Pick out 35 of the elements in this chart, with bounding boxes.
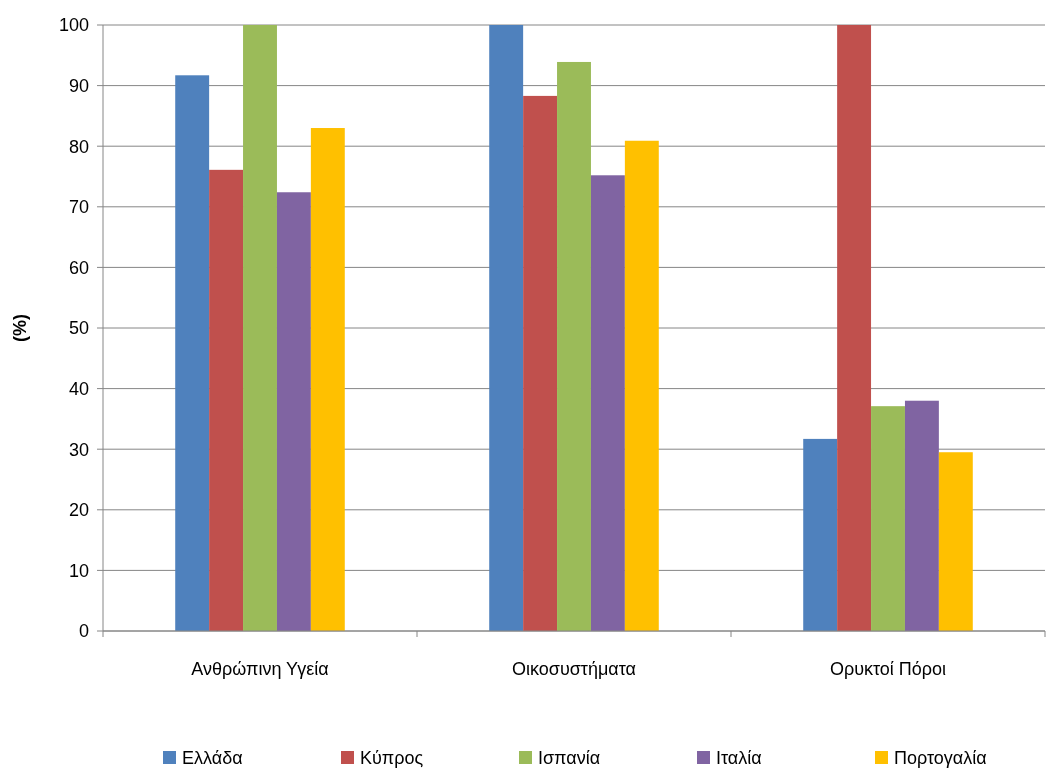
legend-label: Ελλάδα [182,747,243,768]
bar [904,400,939,631]
y-tick-label: 70 [68,197,89,218]
bar [624,140,659,631]
bar [938,452,973,631]
y-tick-label: 50 [68,318,89,339]
bar [489,25,524,631]
legend-label: Πορτογαλία [894,747,987,768]
x-tick-label: Οικοσυστήματα [511,659,637,679]
x-tick-label: Ανθρώπινη Υγεία [191,659,329,679]
y-tick-label: 80 [68,136,89,157]
bar [837,25,872,631]
legend-label: Κύπρος [360,747,424,768]
legend-label: Ιταλία [716,747,762,768]
y-axis-title: (%) [10,314,30,342]
bar [209,169,244,631]
bar [276,192,311,631]
bar [557,61,591,631]
y-tick-label: 10 [68,560,89,581]
y-tick-label: 100 [58,15,89,36]
y-tick-label: 20 [68,500,89,521]
y-tick-label: 40 [68,378,89,399]
bar [871,406,905,631]
bar [523,95,558,631]
y-tick-label: 90 [68,75,89,96]
bar [310,128,345,631]
bar [175,75,210,631]
bar [243,25,277,631]
bar [803,438,838,631]
x-tick-label: Ορυκτοί Πόροι [829,659,947,679]
y-tick-label: 60 [68,257,89,278]
y-tick-label: 30 [68,439,89,460]
y-tick-label: 0 [78,621,89,642]
bar [590,175,625,631]
legend-label: Ισπανία [538,747,601,768]
